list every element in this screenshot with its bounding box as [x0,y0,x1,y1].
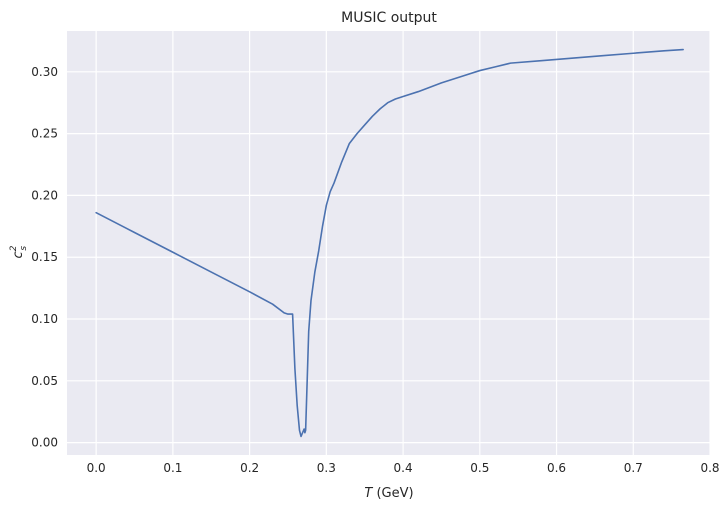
y-axis-base: c [11,251,26,258]
tick-layer: 0.0 0.1 0.2 0.3 0.4 0.5 0.6 0.7 0.8 0.00 0.05 0.10 0… [31,65,719,475]
plot-background [67,31,710,455]
y-axis-label: c2s [9,245,29,258]
x-tick-label: 0.6 [547,461,566,475]
x-tick-label: 0.4 [394,461,413,475]
y-tick-label: 0.25 [31,127,58,141]
x-tick-label: 0.8 [700,461,719,475]
x-axis-variable: T [364,486,373,501]
x-axis-label: T (GeV) [364,486,413,501]
y-tick-label: 0.30 [31,65,58,79]
y-tick-label: 0.20 [31,188,58,202]
x-tick-label: 0.3 [317,461,336,475]
y-tick-label: 0.10 [31,312,58,326]
y-tick-label: 0.15 [31,250,58,264]
grid-layer [67,31,711,455]
x-tick-label: 0.2 [240,461,259,475]
svg-text:c2s: c2s [9,245,29,258]
y-axis-subscript: s [19,246,29,251]
x-tick-label: 0.1 [163,461,182,475]
x-axis-unit: (GeV) [372,486,413,501]
y-tick-label: 0.00 [31,436,58,450]
x-tick-label: 0.7 [624,461,643,475]
series-line [95,48,684,438]
y-tick-label: 0.05 [31,374,58,388]
chart-title: MUSIC output [341,10,437,26]
y-axis-superscript: 2 [9,245,19,251]
x-tick-label: 0.5 [470,461,489,475]
x-tick-label: 0.0 [87,461,106,475]
series-layer [95,48,684,438]
